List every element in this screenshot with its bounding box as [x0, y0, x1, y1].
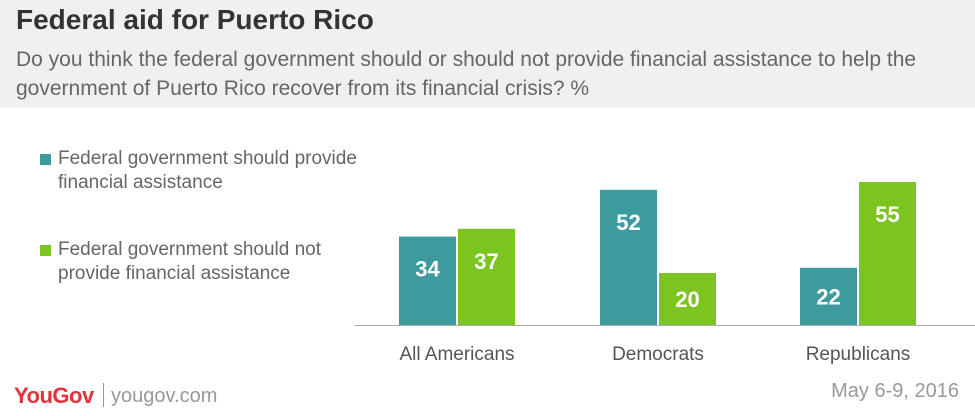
- data-label-not-provide-0: 37: [474, 249, 498, 274]
- category-label-2: Republicans: [806, 344, 911, 365]
- footer-site: yougov.com: [111, 385, 218, 407]
- legend-item-provide: Federal government should provide financ…: [40, 147, 358, 195]
- data-label-provide-2: 22: [816, 284, 840, 309]
- data-label-provide-1: 52: [616, 210, 640, 235]
- data-label-provide-0: 34: [415, 257, 440, 282]
- legend-label-not-provide: Federal government should not provide fi…: [58, 239, 321, 284]
- bar-not-provide-0: [458, 228, 515, 325]
- legend-item-not-provide: Federal government should not provide fi…: [40, 238, 358, 286]
- chart-title: Federal aid for Puerto Rico: [16, 4, 374, 35]
- data-label-not-provide-2: 55: [875, 202, 899, 227]
- yougov-logo: YouGov: [14, 383, 94, 408]
- bar-provide-2: [800, 267, 857, 325]
- category-label-0: All Americans: [399, 344, 514, 365]
- footer-date: May 6-9, 2016: [831, 380, 959, 402]
- bar-provide-1: [600, 189, 657, 325]
- bar-provide-0: [399, 236, 456, 325]
- header: Federal aid for Puerto Rico Do you think…: [0, 0, 975, 108]
- category-label-1: Democrats: [612, 344, 704, 365]
- legend-swatch-provide: [40, 154, 51, 165]
- bar-not-provide-1: [659, 273, 716, 325]
- data-label-not-provide-1: 20: [675, 287, 699, 312]
- footer-divider: [103, 383, 104, 407]
- chart-subtitle: Do you think the federal government shou…: [16, 48, 917, 100]
- legend-swatch-not-provide: [40, 245, 51, 256]
- bar-not-provide-2: [859, 182, 916, 325]
- legend-label-provide: Federal government should provide financ…: [58, 148, 357, 193]
